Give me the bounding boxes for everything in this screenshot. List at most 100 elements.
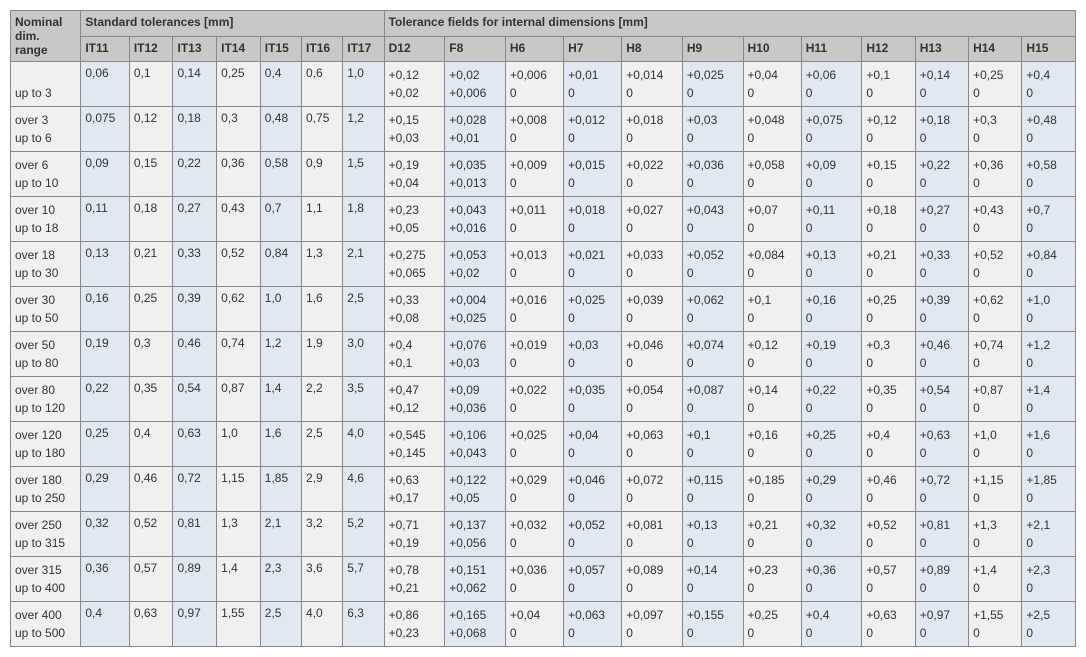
- cell-tol: +1,20: [1022, 332, 1076, 377]
- table-row: over 180up to 2500,290,460,721,151,852,9…: [11, 467, 1076, 512]
- cell-std: 1,4: [260, 377, 301, 422]
- cell-tol: +0,140: [743, 377, 801, 422]
- col-header-h10: H10: [743, 36, 801, 62]
- cell-tol: +0,0290: [505, 467, 563, 512]
- cell-std: 0,25: [129, 287, 173, 332]
- col-header-it17: IT17: [343, 36, 384, 62]
- cell-tol: +1,00: [969, 422, 1022, 467]
- col-header-h7: H7: [564, 36, 622, 62]
- cell-tol: +0,160: [801, 287, 862, 332]
- cell-std: 0,21: [129, 242, 173, 287]
- cell-range: over 400up to 500: [11, 602, 81, 647]
- cell-std: 0,25: [217, 62, 261, 107]
- cell-tol: +0,30: [862, 332, 915, 377]
- cell-tol: +0,090: [801, 152, 862, 197]
- cell-std: 0,14: [173, 62, 217, 107]
- cell-tol: +0,190: [801, 332, 862, 377]
- cell-std: 0,27: [173, 197, 217, 242]
- cell-tol: +0,520: [969, 242, 1022, 287]
- col-header-f8: F8: [445, 36, 506, 62]
- cell-tol: +0,320: [801, 512, 862, 557]
- cell-std: 0,39: [173, 287, 217, 332]
- col-group-tolerance: Tolerance fields for internal dimensions…: [384, 11, 1075, 37]
- cell-tol: +0,0460: [622, 332, 683, 377]
- cell-tol: +0,40: [862, 422, 915, 467]
- cell-tol: +0,390: [915, 287, 968, 332]
- cell-tol: +0,0520: [564, 512, 622, 557]
- cell-std: 4,0: [343, 422, 384, 467]
- cell-tol: +0,0720: [622, 467, 683, 512]
- cell-std: 0,18: [173, 107, 217, 152]
- cell-tol: +0,040: [505, 602, 563, 647]
- cell-std: 2,2: [302, 377, 343, 422]
- cell-tol: +0,330: [915, 242, 968, 287]
- cell-tol: +1,850: [1022, 467, 1076, 512]
- cell-range: over 10up to 18: [11, 197, 81, 242]
- cell-tol: +2,10: [1022, 512, 1076, 557]
- cell-std: 1,6: [302, 287, 343, 332]
- cell-std: 2,1: [343, 242, 384, 287]
- cell-tol: +0,0740: [682, 332, 743, 377]
- cell-tol: +0,0270: [622, 197, 683, 242]
- cell-tol: +0,23+0,05: [384, 197, 445, 242]
- cell-tol: +0,165+0,068: [445, 602, 506, 647]
- cell-std: 1,2: [260, 332, 301, 377]
- cell-tol: +0,0090: [505, 152, 563, 197]
- cell-tol: +0,350: [862, 377, 915, 422]
- cell-std: 0,075: [81, 107, 130, 152]
- cell-tol: +0,10: [862, 62, 915, 107]
- cell-std: 0,1: [129, 62, 173, 107]
- cell-tol: +0,0160: [505, 287, 563, 332]
- table-row: over 80up to 1200,220,350,540,871,42,23,…: [11, 377, 1076, 422]
- tolerance-table: Nominaldim.rangeStandard tolerances [mm]…: [10, 10, 1076, 647]
- cell-std: 0,6: [302, 62, 343, 107]
- cell-tol: +0,0110: [505, 197, 563, 242]
- cell-tol: +0,270: [915, 197, 968, 242]
- cell-tol: +0,40: [1022, 62, 1076, 107]
- col-group-standard: Standard tolerances [mm]: [81, 11, 384, 37]
- cell-tol: +0,630: [862, 602, 915, 647]
- cell-std: 1,55: [217, 602, 261, 647]
- cell-tol: +0,0250: [505, 422, 563, 467]
- table-row: over 50up to 800,190,30,460,741,21,93,0+…: [11, 332, 1076, 377]
- cell-tol: +0,0390: [622, 287, 683, 332]
- cell-tol: +0,230: [743, 557, 801, 602]
- cell-tol: +0,480: [1022, 107, 1076, 152]
- cell-std: 0,3: [129, 332, 173, 377]
- cell-tol: +1,550: [969, 602, 1022, 647]
- cell-std: 1,0: [217, 422, 261, 467]
- table-row: over 315up to 4000,360,570,891,42,33,65,…: [11, 557, 1076, 602]
- table-row: over 400up to 5000,40,630,971,552,54,06,…: [11, 602, 1076, 647]
- cell-range: over 315up to 400: [11, 557, 81, 602]
- cell-std: 0,84: [260, 242, 301, 287]
- cell-std: 0,4: [81, 602, 130, 647]
- cell-tol: +0,043+0,016: [445, 197, 506, 242]
- cell-tol: +0,0430: [682, 197, 743, 242]
- table-row: over 18up to 300,130,210,330,520,841,32,…: [11, 242, 1076, 287]
- cell-tol: +2,50: [1022, 602, 1076, 647]
- col-header-h15: H15: [1022, 36, 1076, 62]
- cell-tol: +0,10: [682, 422, 743, 467]
- cell-tol: +0,460: [862, 467, 915, 512]
- cell-std: 6,3: [343, 602, 384, 647]
- cell-tol: +0,0220: [505, 377, 563, 422]
- cell-range: over 3up to 6: [11, 107, 81, 152]
- cell-tol: +0,120: [743, 332, 801, 377]
- cell-tol: +0,053+0,02: [445, 242, 506, 287]
- cell-std: 3,5: [343, 377, 384, 422]
- table-row: over 120up to 1800,250,40,631,01,62,54,0…: [11, 422, 1076, 467]
- cell-tol: +0,0330: [622, 242, 683, 287]
- cell-tol: +0,63+0,17: [384, 467, 445, 512]
- table-row: over 250up to 3150,320,520,811,32,13,25,…: [11, 512, 1076, 557]
- cell-std: 0,54: [173, 377, 217, 422]
- cell-std: 1,4: [217, 557, 261, 602]
- cell-tol: +0,0210: [564, 242, 622, 287]
- cell-tol: +1,30: [969, 512, 1022, 557]
- cell-tol: +0,180: [915, 107, 968, 152]
- cell-range: over 250up to 315: [11, 512, 81, 557]
- cell-std: 0,97: [173, 602, 217, 647]
- cell-tol: +0,19+0,04: [384, 152, 445, 197]
- cell-std: 0,52: [217, 242, 261, 287]
- cell-tol: +0,870: [969, 377, 1022, 422]
- cell-tol: +0,120: [862, 107, 915, 152]
